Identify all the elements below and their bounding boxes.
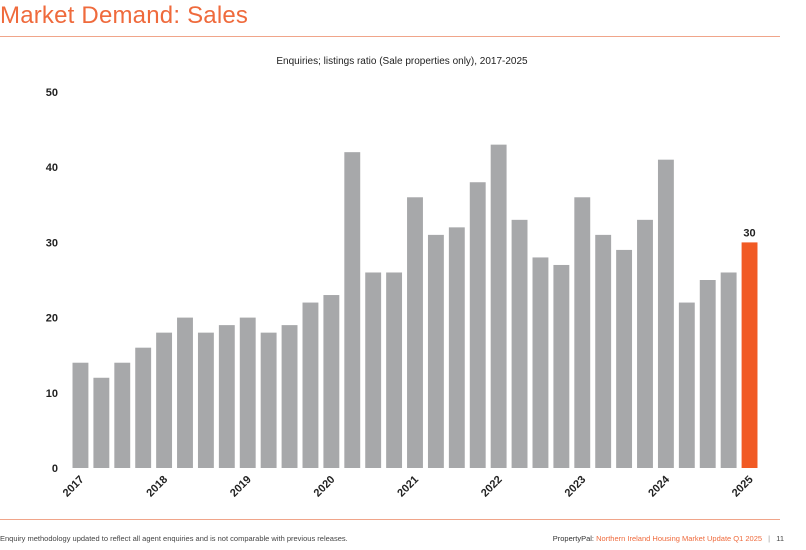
bar: [657, 159, 674, 468]
bar: [281, 325, 298, 468]
bar: [469, 182, 486, 469]
x-tick-label: 2017: [61, 474, 87, 500]
bar: [72, 362, 89, 468]
y-tick-label: 10: [46, 388, 58, 400]
bar: [218, 325, 235, 468]
bar: [135, 347, 152, 468]
x-tick-label: 2023: [563, 474, 589, 500]
bar: [490, 144, 507, 468]
x-axis: 2017 2018 2019 2020 2021 2022 2023 2024 2025: [61, 473, 756, 499]
x-tick-label: 2020: [312, 474, 338, 500]
x-tick-label: 2021: [395, 474, 421, 500]
bar-series: [72, 144, 758, 469]
bar: [239, 317, 256, 468]
x-tick-label: 2025: [730, 474, 756, 500]
footer-report-title: Northern Ireland Housing Market Update Q…: [596, 534, 763, 543]
y-tick-label: 30: [46, 237, 58, 249]
bar: [407, 197, 423, 468]
bar: [720, 272, 737, 468]
bar: [574, 197, 591, 468]
bar: [511, 219, 528, 468]
bar: [344, 152, 361, 468]
footer-brand: PropertyPal:: [552, 534, 595, 543]
page-number: 11: [776, 534, 784, 543]
y-axis: 0 10 20 30 40 50: [46, 87, 58, 475]
chart-title: Enquiries; listings ratio (Sale properti…: [276, 56, 528, 67]
x-tick-label: 2018: [144, 474, 170, 500]
y-tick-label: 0: [52, 463, 58, 475]
bar: [678, 302, 695, 468]
bar: [532, 257, 549, 468]
bar-chart: Enquiries; listings ratio (Sale properti…: [46, 56, 758, 499]
y-tick-label: 50: [46, 87, 58, 99]
bar: [553, 264, 570, 468]
bar: [260, 332, 277, 468]
x-tick-label: 2022: [479, 474, 505, 500]
footer-separator: |: [768, 534, 771, 543]
footer-divider: [0, 519, 780, 520]
bar: [156, 332, 173, 468]
data-labels: 30: [743, 227, 755, 239]
bar: [302, 302, 319, 468]
bar: [448, 227, 465, 468]
bar: [323, 295, 340, 468]
y-tick-label: 20: [46, 313, 58, 325]
title-divider: [0, 36, 780, 37]
data-label: 30: [743, 227, 755, 239]
bar: [427, 234, 444, 468]
x-tick-label: 2019: [228, 474, 254, 500]
bar: [365, 272, 382, 468]
footer-note: Enquiry methodology updated to reflect a…: [0, 534, 348, 543]
bar: [699, 280, 716, 468]
bar-highlight: [741, 242, 758, 468]
page-title: Market Demand: Sales: [0, 2, 249, 29]
bar: [114, 362, 131, 468]
bar: [595, 234, 612, 468]
y-tick-label: 40: [46, 162, 58, 174]
bar: [386, 272, 403, 468]
bar: [197, 332, 214, 468]
chart-container: Enquiries; listings ratio (Sale properti…: [0, 40, 806, 520]
bar: [616, 249, 633, 468]
x-tick-label: 2024: [646, 473, 672, 499]
bar: [637, 219, 653, 468]
bar: [93, 377, 110, 468]
footer-report-info: PropertyPal: Northern Ireland Housing Ma…: [553, 534, 784, 543]
bar: [177, 317, 193, 468]
